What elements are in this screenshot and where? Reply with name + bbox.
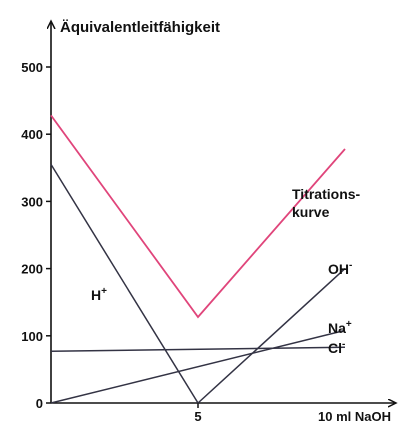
y-tick-label-4: 400 — [21, 127, 43, 142]
series-line-cl — [50, 346, 346, 353]
x-axis-title: 10 ml NaOH — [318, 409, 391, 424]
y-tick-label-2: 200 — [21, 262, 43, 277]
series-label-h: H+ — [91, 286, 107, 303]
x-ticks: 5 — [194, 403, 202, 424]
y-tick-label-5: 500 — [21, 60, 43, 75]
series-label-cl: Cl- — [328, 339, 345, 356]
series-line-na — [50, 329, 346, 404]
series-label-titration-1: Titrations- — [292, 186, 361, 202]
series-label-oh: OH- — [328, 260, 352, 277]
y-axis-title: Äquivalentleitfähigkeit — [60, 19, 220, 36]
y-tick-label-0: 0 — [36, 396, 43, 411]
x-tick-label-0: 5 — [194, 409, 201, 424]
y-tick-label-1: 100 — [21, 329, 43, 344]
series-line-oh — [197, 268, 346, 404]
series-line-titration — [50, 114, 346, 319]
series-label-titration-2: kurve — [292, 204, 330, 220]
y-ticks: 0 100 200 300 400 500 — [21, 60, 51, 411]
series-label-na: Na+ — [328, 319, 352, 336]
series-line-h — [50, 164, 199, 404]
y-tick-label-3: 300 — [21, 194, 43, 209]
